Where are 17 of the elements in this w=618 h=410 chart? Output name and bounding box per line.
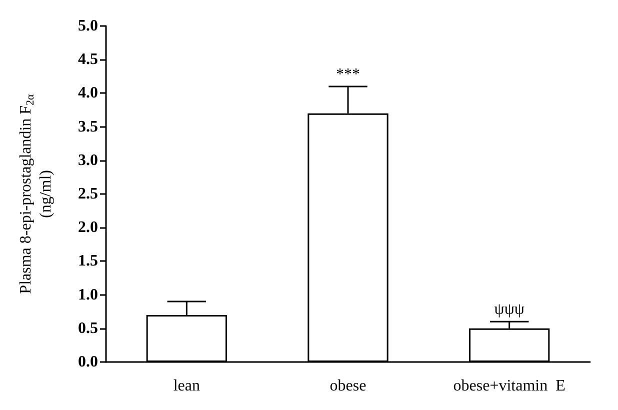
y-tick-label: 3.0: [78, 152, 98, 169]
annotation: ***: [336, 66, 360, 83]
annotation: ψψψ: [494, 301, 524, 318]
y-tick-label: 1.5: [78, 252, 98, 270]
x-tick-label: obese+vitamin E: [453, 378, 566, 394]
x-tick-label: obese: [330, 378, 366, 394]
y-tick-label: 2.5: [78, 186, 98, 202]
y-tick-label: 1.0: [78, 286, 98, 304]
y-tick-label: 3.5: [78, 118, 98, 136]
y-tick-label: 5.0: [78, 18, 98, 34]
y-tick-label: 0.0: [78, 354, 98, 370]
y-tick-label: 0.5: [78, 320, 98, 337]
x-tick-label: lean: [173, 378, 200, 394]
y-tick-label: 4.0: [78, 84, 98, 102]
y-tick-label: 2.0: [78, 219, 98, 236]
text: Plasma 8-epi-prostaglandin F2α (ng/ml): [18, 94, 54, 294]
y-tick-label: 4.5: [78, 51, 98, 68]
